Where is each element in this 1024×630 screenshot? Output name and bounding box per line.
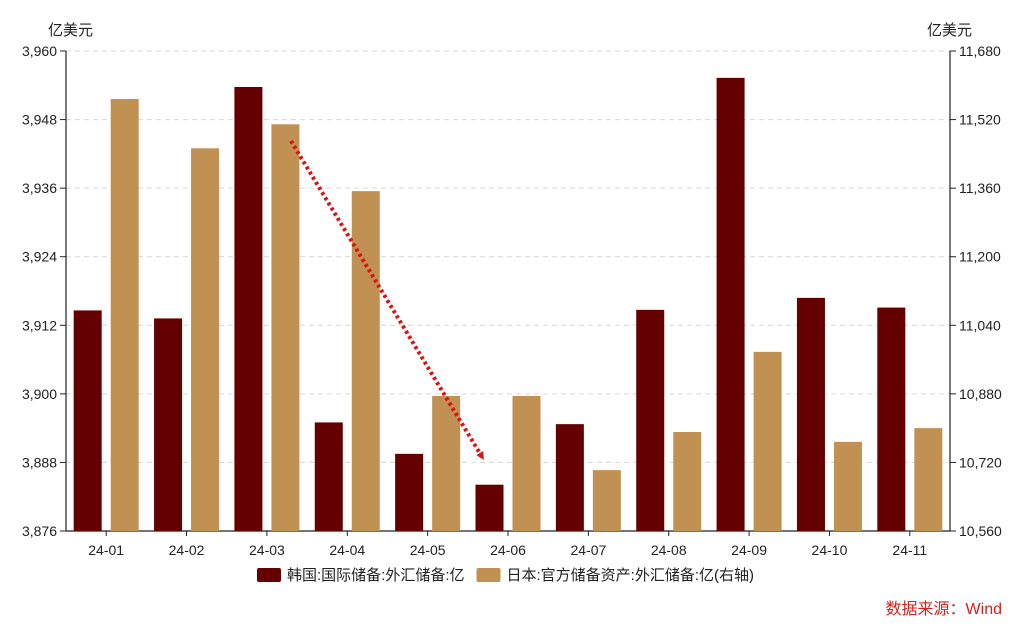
x-axis-tick-label: 24-05 bbox=[410, 542, 446, 558]
bar-korea-fx-reserves bbox=[796, 297, 825, 531]
bar-japan-fx-reserves bbox=[110, 99, 139, 531]
bar-korea-fx-reserves bbox=[154, 318, 183, 531]
bar-japan-fx-reserves bbox=[432, 396, 461, 531]
bar-korea-fx-reserves bbox=[234, 87, 263, 531]
x-axis-tick-label: 24-10 bbox=[812, 542, 848, 558]
bar-korea-fx-reserves bbox=[716, 77, 745, 531]
bar-korea-fx-reserves bbox=[475, 484, 504, 531]
right-axis-tick-label: 10,880 bbox=[959, 386, 1002, 402]
x-axis-tick-label: 24-09 bbox=[731, 542, 767, 558]
left-axis-tick-label: 3,936 bbox=[22, 180, 57, 196]
left-axis-tick-label: 3,876 bbox=[22, 523, 57, 539]
bar-japan-fx-reserves bbox=[271, 124, 300, 532]
bar-korea-fx-reserves bbox=[395, 453, 424, 531]
bar-korea-fx-reserves bbox=[73, 310, 102, 531]
x-axis-tick-label: 24-06 bbox=[490, 542, 526, 558]
x-axis-tick-label: 24-08 bbox=[651, 542, 687, 558]
left-axis-unit: 亿美元 bbox=[48, 22, 93, 39]
left-axis-tick-label: 3,912 bbox=[22, 317, 57, 333]
left-axis-tick-label: 3,888 bbox=[22, 454, 57, 470]
x-axis-tick-label: 24-03 bbox=[249, 542, 285, 558]
right-axis-tick-label: 10,720 bbox=[959, 454, 1002, 470]
left-axis-tick-label: 3,948 bbox=[22, 112, 57, 128]
bar-japan-fx-reserves bbox=[351, 191, 380, 531]
x-axis-tick-label: 24-02 bbox=[169, 542, 205, 558]
bar-japan-fx-reserves bbox=[512, 396, 541, 531]
bars bbox=[73, 77, 943, 532]
legend: 韩国:国际储备:外汇储备:亿 日本:官方储备资产:外汇储备:亿(右轴) bbox=[257, 567, 754, 584]
legend-label-korea: 韩国:国际储备:外汇储备:亿 bbox=[287, 567, 465, 584]
bar-korea-fx-reserves bbox=[877, 307, 906, 531]
bar-korea-fx-reserves bbox=[636, 309, 665, 531]
bar-japan-fx-reserves bbox=[592, 470, 621, 531]
bar-japan-fx-reserves bbox=[914, 428, 943, 531]
x-axis-tick-label: 24-07 bbox=[570, 542, 606, 558]
legend-swatch-japan bbox=[476, 568, 501, 582]
axes: 3,876 3,888 3,900 3,912 3,924 3,936 3,948 3,960… bbox=[22, 22, 1002, 558]
trend-arrow-annotation bbox=[289, 139, 485, 460]
right-axis-tick-label: 11,040 bbox=[959, 317, 1001, 333]
dotted-trend-arrow bbox=[289, 139, 485, 460]
legend-label-japan: 日本:官方储备资产:外汇储备:亿(右轴) bbox=[507, 567, 755, 584]
x-axis-tick-label: 24-01 bbox=[88, 542, 124, 558]
left-axis-tick-label: 3,924 bbox=[22, 249, 57, 265]
bar-korea-fx-reserves bbox=[555, 424, 584, 531]
x-axis-tick-label: 24-11 bbox=[892, 542, 927, 558]
right-axis-tick-label: 10,560 bbox=[959, 523, 1002, 539]
right-axis-tick-label: 11,680 bbox=[959, 43, 1001, 59]
right-axis-tick-label: 11,360 bbox=[959, 180, 1001, 196]
left-axis-tick-label: 3,900 bbox=[22, 386, 57, 402]
right-axis-tick-label: 11,200 bbox=[959, 249, 1001, 265]
right-axis-tick-label: 11,520 bbox=[959, 112, 1001, 128]
bar-japan-fx-reserves bbox=[753, 351, 782, 531]
x-axis-tick-label: 24-04 bbox=[329, 542, 365, 558]
bar-japan-fx-reserves bbox=[191, 148, 220, 532]
left-axis-tick-label: 3,960 bbox=[22, 43, 57, 59]
source-note: 数据来源：Wind bbox=[886, 600, 1002, 618]
legend-swatch-korea bbox=[257, 568, 281, 582]
bar-japan-fx-reserves bbox=[673, 432, 702, 531]
right-axis-unit: 亿美元 bbox=[927, 22, 972, 39]
bar-korea-fx-reserves bbox=[314, 422, 343, 531]
bar-japan-fx-reserves bbox=[833, 441, 862, 531]
